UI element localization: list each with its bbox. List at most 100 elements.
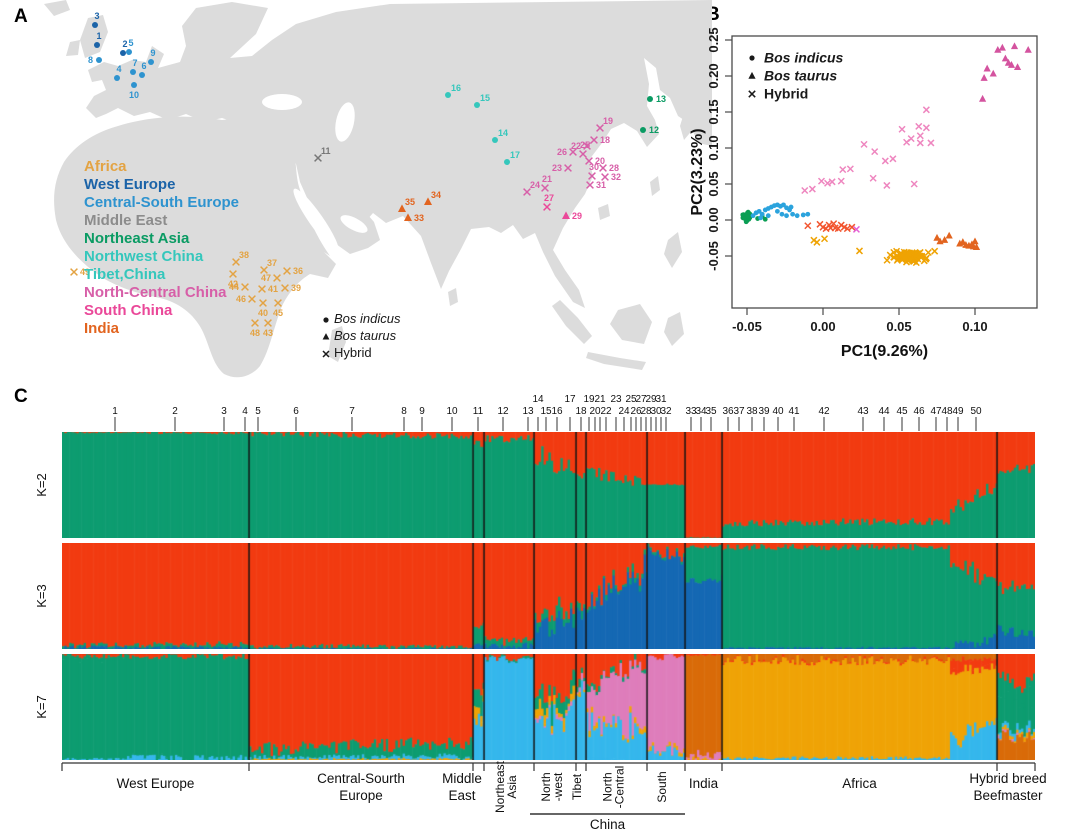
pca-point [801,186,809,195]
pca-point [852,225,860,233]
population-number: 25 [625,394,637,405]
k-row-label: K=2 [34,473,49,497]
landmass [680,92,706,140]
population-number: 34 [695,406,707,417]
map-point [541,184,549,192]
admixture-row-k3 [62,543,1035,649]
k-row-label: K=7 [34,695,49,719]
x-tick-label: 0.00 [810,319,835,334]
population-number: 27 [635,394,647,405]
pca-point [969,242,978,250]
pca-point [775,208,780,214]
y-tick-label: 0.00 [706,207,721,232]
pca-point [759,211,765,217]
map-point [251,319,259,327]
map-point-label: 41 [268,284,278,294]
population-number: 42 [818,406,830,417]
pca-point [945,231,953,239]
triangle-icon [322,332,330,340]
population-number: 12 [497,406,509,417]
map-panel: 1 2 3 4 5 6 7 8 9 10 11 12 13 14 15 16 17 18 19 20 21 22 23 24 2… [0,0,712,382]
pca-plot: -0.05 0.00 0.05 0.10 -0.05 0.00 0.05 0.10 0.15 0.… [689,27,1038,360]
group-label-line: Asia [505,775,519,799]
pca-point [905,256,913,264]
landmass [322,146,334,154]
pca-legend-label: Bos taurus [764,68,837,84]
circle-icon [749,55,755,61]
map-point-label: 48 [250,328,260,338]
group-label-line: -Central [613,766,627,809]
pca-point [855,247,864,255]
pca-point [922,106,930,114]
population-number: 38 [746,406,758,417]
pca-point [927,139,935,147]
pca-point [808,185,816,193]
map-point [232,258,240,266]
pca-point [979,94,987,102]
map-point-label: 28 [609,163,619,173]
admixture-row-k2 [62,432,1035,538]
population-number: 14 [532,394,544,405]
map-point-label: 36 [293,266,303,276]
map-point [148,59,154,65]
population-number: 33 [685,406,697,417]
region-legend-item: Northeast Asia [84,230,190,247]
map-point-label: 1 [96,31,101,41]
pca-point [781,202,786,208]
black-sea [262,94,302,110]
pca-point [869,174,877,182]
landmasses [44,0,712,378]
map-point-label: 27 [544,193,554,203]
population-number: 19 [583,394,595,405]
group-label: East [448,788,475,803]
map-point-label: 46 [236,294,246,304]
pca-point [1013,63,1022,71]
map-point [283,267,291,275]
region-legend-item: Tibet,China [84,266,166,283]
pca-point [907,135,915,143]
group-label: Europe [339,788,383,803]
marker-legend-item: Hybrid [318,344,400,361]
landmass [66,40,80,56]
map-point [229,270,237,278]
map-point-label: 8 [88,55,93,65]
pca-series [979,42,1032,102]
landmass [552,300,592,344]
pca-point [784,213,789,219]
map-point-label: 9 [150,48,155,58]
population-number: 16 [551,406,563,417]
population-number: 6 [293,406,299,417]
pca-point [743,219,749,225]
map-point [274,299,282,307]
pca-point [813,238,821,246]
x-icon [322,349,330,358]
map-point [130,69,136,75]
landmass [86,0,712,308]
admixture-row-k7 [62,654,1035,760]
population-number: 22 [600,406,612,417]
population-number: 5 [255,406,261,417]
region-legend-item: India [84,320,120,337]
map-point [640,127,646,133]
population-number: 8 [401,406,407,417]
pca-point [994,45,1002,53]
population-number: 20 [589,406,601,417]
map-point-label: 31 [596,180,606,190]
pca-point [915,122,923,130]
pca-point [998,43,1006,51]
map-point [114,75,120,81]
pca-point [779,211,785,217]
landmass [666,44,676,72]
map-point [404,213,412,221]
map-point-label: 32 [611,172,621,182]
population-number: 17 [564,394,576,405]
population-number: 37 [733,406,745,417]
group-label: Middle [442,771,482,786]
map-point [599,164,607,172]
population-number: 28 [640,406,652,417]
pca-series [852,225,860,233]
population-number: 15 [540,406,552,417]
pca-point [886,251,894,259]
population-number: 31 [655,394,667,405]
